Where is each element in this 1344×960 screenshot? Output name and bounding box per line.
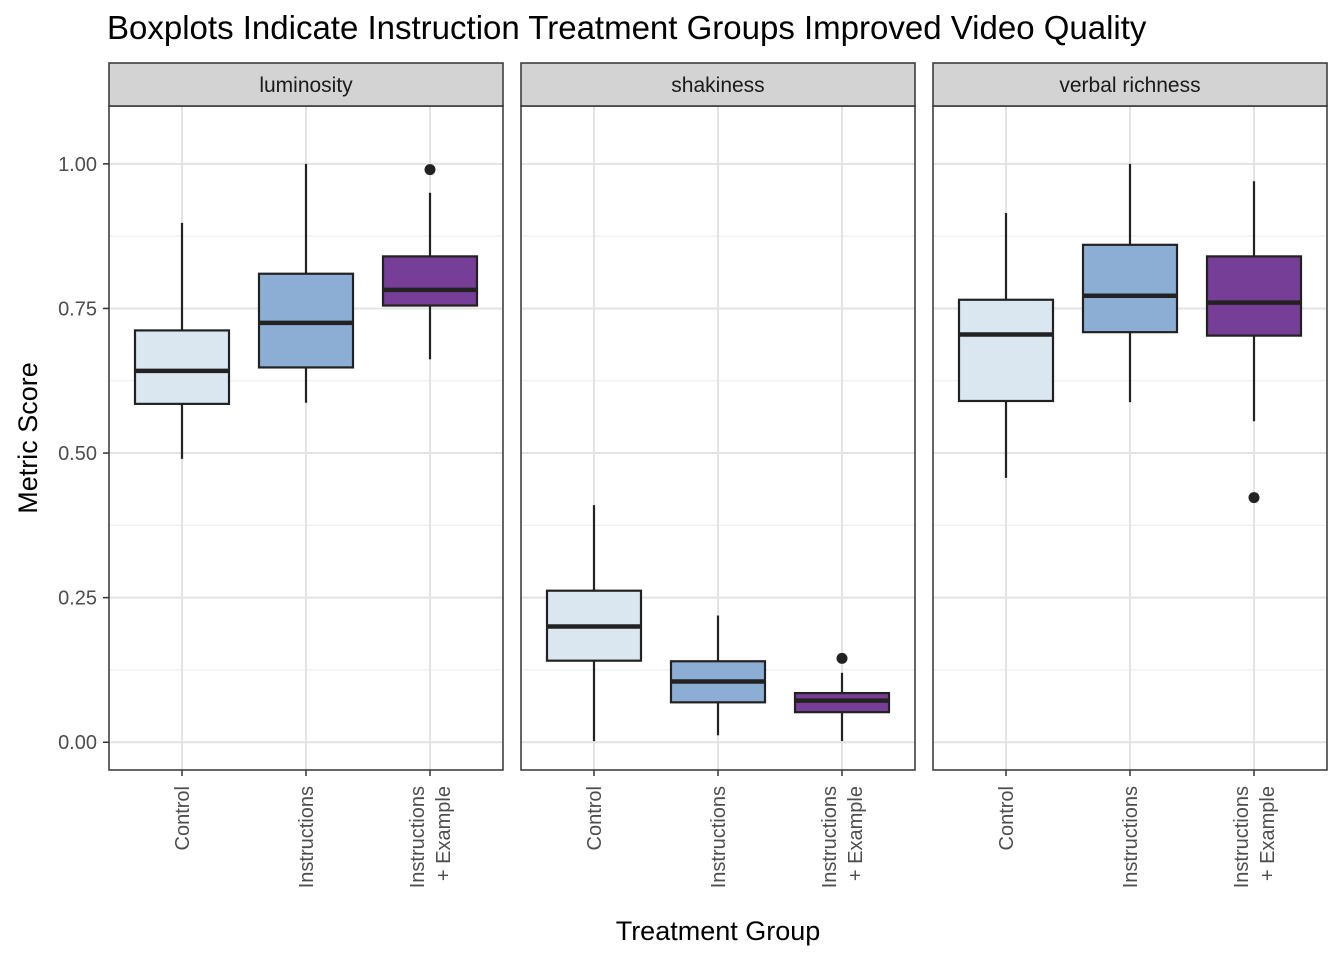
box-verbal-richness-3 [1205,181,1303,504]
x-tick-label: + Example [1257,786,1279,881]
y-tick-label: 0.50 [58,443,97,465]
box-shakiness-2 [669,615,767,736]
box-shakiness-3 [793,652,891,742]
x-tick-label: Instructions [1231,786,1253,888]
box-verbal-richness-2 [1081,163,1179,403]
x-tick-label: Instructions [1120,786,1142,888]
y-tick-label: 0.00 [58,732,97,754]
x-tick-label: Instructions [407,786,429,888]
facet-strip [108,62,504,107]
facet-strip [520,62,916,107]
x-tick-label: Control [172,786,194,850]
y-tick-label: 0.75 [58,298,97,320]
outlier-point [1248,492,1260,504]
outlier-point [424,164,436,176]
x-tick-label: Instructions [708,786,730,888]
x-tick-label: + Example [845,786,867,881]
facet-strip [932,62,1328,107]
box-verbal-richness-1 [957,213,1055,478]
box-shakiness-1 [545,505,643,742]
x-tick-label: Instructions [819,786,841,888]
chart-title: Boxplots Indicate Instruction Treatment … [107,9,1147,46]
facet-panel-verbal-richness: verbal richness Control Instructions Instru… [932,62,1328,888]
x-tick-label: Instructions [296,786,318,888]
x-tick-label: Control [584,786,606,850]
facet-strip-label: verbal richness [1059,74,1200,97]
x-axis-title: Treatment Group [616,916,821,946]
facet-strip-label: shakiness [671,74,764,97]
box-body [1081,243,1179,334]
y-tick-label: 0.25 [58,588,97,610]
x-tick-label: Control [996,786,1018,850]
box-body [381,255,479,307]
box-body [957,298,1055,403]
box-body [257,272,355,369]
box-luminosity-2 [257,163,355,403]
facet-panel-luminosity: luminosity Control Instructions Instruction… [108,62,504,888]
outlier-point [836,652,848,664]
box-body [1205,255,1303,337]
box-luminosity-3 [381,164,479,360]
box-luminosity-1 [133,222,231,459]
facet-panel-shakiness: shakiness Control Instructions Instructions… [520,62,916,888]
facet-strip-label: luminosity [259,74,353,97]
y-tick-label: 1.00 [58,154,97,176]
x-tick-label: + Example [433,786,455,881]
box-body [133,329,231,405]
y-axis-title: Metric Score [13,362,43,514]
